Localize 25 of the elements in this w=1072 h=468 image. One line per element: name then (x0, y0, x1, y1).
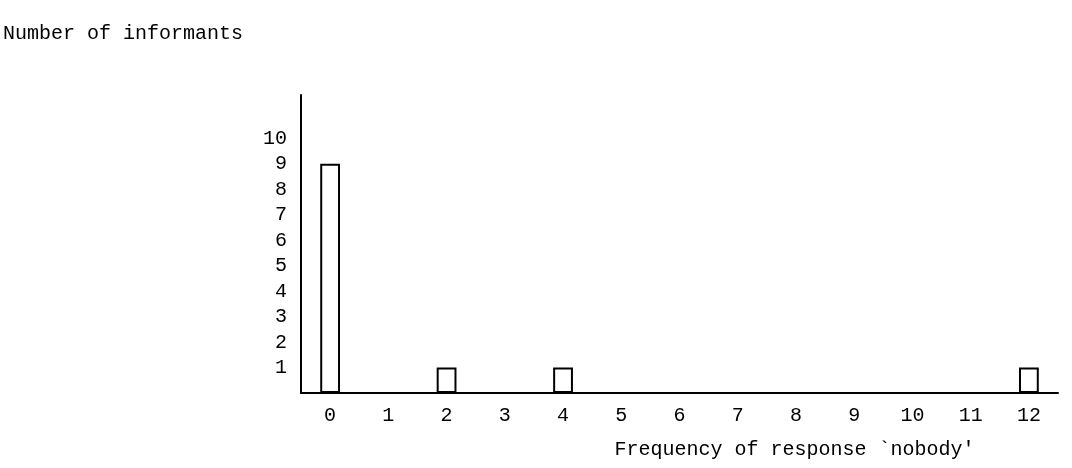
y-tick-label: 2 (274, 330, 287, 354)
y-tick-label: 10 (262, 126, 287, 150)
x-tick-label: 0 (324, 403, 337, 427)
x-tick-label: 9 (848, 403, 861, 427)
x-tick-label: 7 (731, 403, 744, 427)
x-tick-label: 3 (498, 403, 511, 427)
x-tick-label: 1 (382, 403, 395, 427)
y-tick-label: 9 (274, 152, 287, 176)
x-tick-label: 12 (1016, 403, 1041, 427)
y-tick-label: 8 (274, 177, 287, 201)
x-axis-title: Frequency of response `nobody' (614, 437, 975, 461)
y-tick-label: 3 (274, 305, 287, 329)
y-tick-label: 6 (274, 228, 287, 252)
x-tick-label: 10 (900, 403, 925, 427)
x-tick-label: 4 (557, 403, 570, 427)
y-tick-label: 1 (274, 356, 287, 380)
x-tick-label: 5 (615, 403, 628, 427)
y-tick-label: 5 (274, 254, 287, 278)
y-tick-label: 7 (274, 203, 287, 227)
x-tick-label: 11 (958, 403, 983, 427)
x-tick-label: 6 (673, 403, 686, 427)
x-tick-label: 8 (789, 403, 802, 427)
y-axis-title: Number of informants (3, 21, 244, 45)
y-tick-label: 4 (274, 279, 287, 303)
x-tick-label: 2 (440, 403, 453, 427)
